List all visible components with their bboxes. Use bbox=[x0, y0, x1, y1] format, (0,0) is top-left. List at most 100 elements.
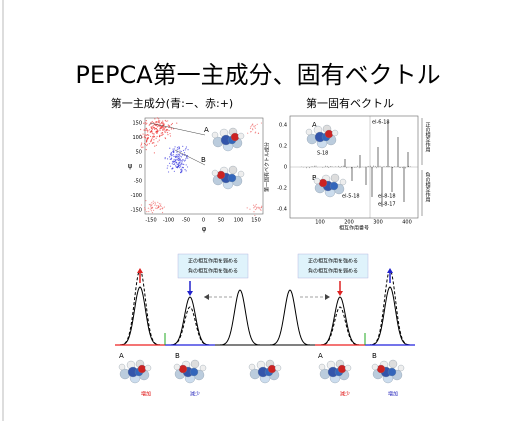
y-tick-label: 50 bbox=[136, 150, 142, 156]
atom bbox=[191, 360, 199, 368]
scatter-dot bbox=[175, 159, 176, 160]
y-tick-label: 150 bbox=[132, 121, 142, 127]
label: B bbox=[201, 156, 206, 164]
scatter-dot bbox=[159, 136, 160, 137]
scatter-dot bbox=[154, 202, 155, 203]
scatter-dot bbox=[149, 204, 150, 205]
scatter-dot bbox=[259, 207, 260, 208]
scatter-dot bbox=[175, 162, 176, 163]
scatter-dot bbox=[171, 155, 172, 156]
x-tick-label: 100 bbox=[234, 218, 244, 224]
scatter-dot bbox=[158, 125, 159, 126]
scatter-dot bbox=[164, 206, 165, 207]
y-tick-label: 100 bbox=[132, 135, 142, 141]
scatter-dot bbox=[171, 154, 172, 155]
scatter-dot bbox=[154, 129, 155, 130]
scatter-dot bbox=[141, 147, 142, 148]
change-label: 増加 bbox=[141, 391, 151, 398]
scatter-dot bbox=[156, 138, 157, 139]
scatter-dot bbox=[254, 206, 255, 207]
scatter-dot bbox=[172, 148, 173, 149]
scatter-dot bbox=[177, 147, 178, 148]
scatter-dot bbox=[146, 140, 147, 141]
scatter-dot bbox=[146, 130, 147, 131]
scatter-dot bbox=[153, 201, 154, 202]
scatter-dot bbox=[174, 148, 175, 149]
scatter-dot bbox=[177, 159, 178, 160]
atom bbox=[319, 179, 327, 187]
scatter-dot bbox=[182, 161, 183, 162]
note-text: 正の相互作用を強める bbox=[308, 258, 358, 265]
scatter-dot bbox=[145, 137, 146, 138]
scatter-dot bbox=[247, 133, 248, 134]
scatter-dot bbox=[148, 135, 149, 136]
scatter-dot bbox=[165, 137, 166, 138]
slide: PEPCA第一主成分、固有ベクトル 第一主成分(青:−、赤:+) 第一固有ベクト… bbox=[0, 0, 510, 421]
scatter-dot bbox=[256, 207, 257, 208]
scatter-dot bbox=[172, 163, 173, 164]
scatter-dot bbox=[169, 156, 170, 157]
scatter-dot bbox=[170, 135, 171, 136]
scatter-dot bbox=[163, 123, 164, 124]
scatter-dot bbox=[179, 150, 180, 151]
note-text: 負の相互作用を強める bbox=[188, 268, 238, 275]
scatter-dot bbox=[178, 160, 179, 161]
scatter-dot bbox=[175, 165, 176, 166]
scatter-dot bbox=[184, 152, 185, 153]
scatter-dot bbox=[181, 171, 182, 172]
scatter-dot bbox=[160, 205, 161, 206]
scatter-dot bbox=[257, 124, 258, 125]
scatter-dot bbox=[152, 121, 153, 122]
scatter-dot bbox=[178, 155, 179, 156]
scatter-dot bbox=[159, 122, 160, 123]
atom bbox=[238, 171, 244, 177]
y-tick-label: 0 bbox=[284, 165, 287, 171]
scatter-dot bbox=[151, 128, 152, 129]
label: A bbox=[119, 352, 124, 360]
scatter-dot bbox=[151, 140, 152, 141]
scatter-dot bbox=[158, 121, 159, 122]
scatter-dot bbox=[261, 207, 262, 208]
scatter-dot bbox=[184, 169, 185, 170]
scatter-dot bbox=[145, 124, 146, 125]
scatter-dot bbox=[145, 122, 146, 123]
scatter-dot bbox=[172, 167, 173, 168]
scatter-dot bbox=[144, 136, 145, 137]
scatter-dot bbox=[163, 134, 164, 135]
atom bbox=[345, 365, 351, 371]
scatter-dot bbox=[176, 162, 177, 163]
scatter-dot bbox=[250, 126, 251, 127]
scatter-dot bbox=[158, 118, 159, 119]
x-tick-label: 100 bbox=[315, 220, 325, 226]
scatter-dot bbox=[186, 146, 187, 147]
scatter-dot bbox=[186, 164, 187, 165]
scatter-dot bbox=[150, 131, 151, 132]
label: B bbox=[372, 352, 377, 360]
scatter-dot bbox=[257, 207, 258, 208]
scatter-dot bbox=[150, 136, 151, 137]
scatter-dot bbox=[149, 143, 150, 144]
atom bbox=[119, 364, 125, 370]
scatter-dot bbox=[165, 120, 166, 121]
scatter-dot bbox=[172, 123, 173, 124]
atom bbox=[338, 365, 346, 373]
scatter-dot bbox=[164, 131, 165, 132]
scatter-dot bbox=[152, 212, 153, 213]
scatter-dot bbox=[182, 159, 183, 160]
scatter-dot bbox=[152, 129, 153, 130]
atom bbox=[319, 364, 325, 370]
label: B bbox=[175, 352, 180, 360]
scatter-dot bbox=[186, 156, 187, 157]
scatter-dot bbox=[250, 131, 251, 132]
annotation: el-6-18 bbox=[372, 120, 390, 126]
scatter-dot bbox=[172, 151, 173, 152]
atom bbox=[377, 365, 385, 373]
scatter-dot bbox=[253, 205, 254, 206]
scatter-dot bbox=[175, 156, 176, 157]
annotation: el-8-18 bbox=[378, 194, 396, 200]
scatter-dot bbox=[159, 206, 160, 207]
scatter-dot bbox=[166, 121, 167, 122]
scatter-dot bbox=[261, 206, 262, 207]
scatter-dot bbox=[178, 164, 179, 165]
x-tick-label: 300 bbox=[373, 220, 383, 226]
